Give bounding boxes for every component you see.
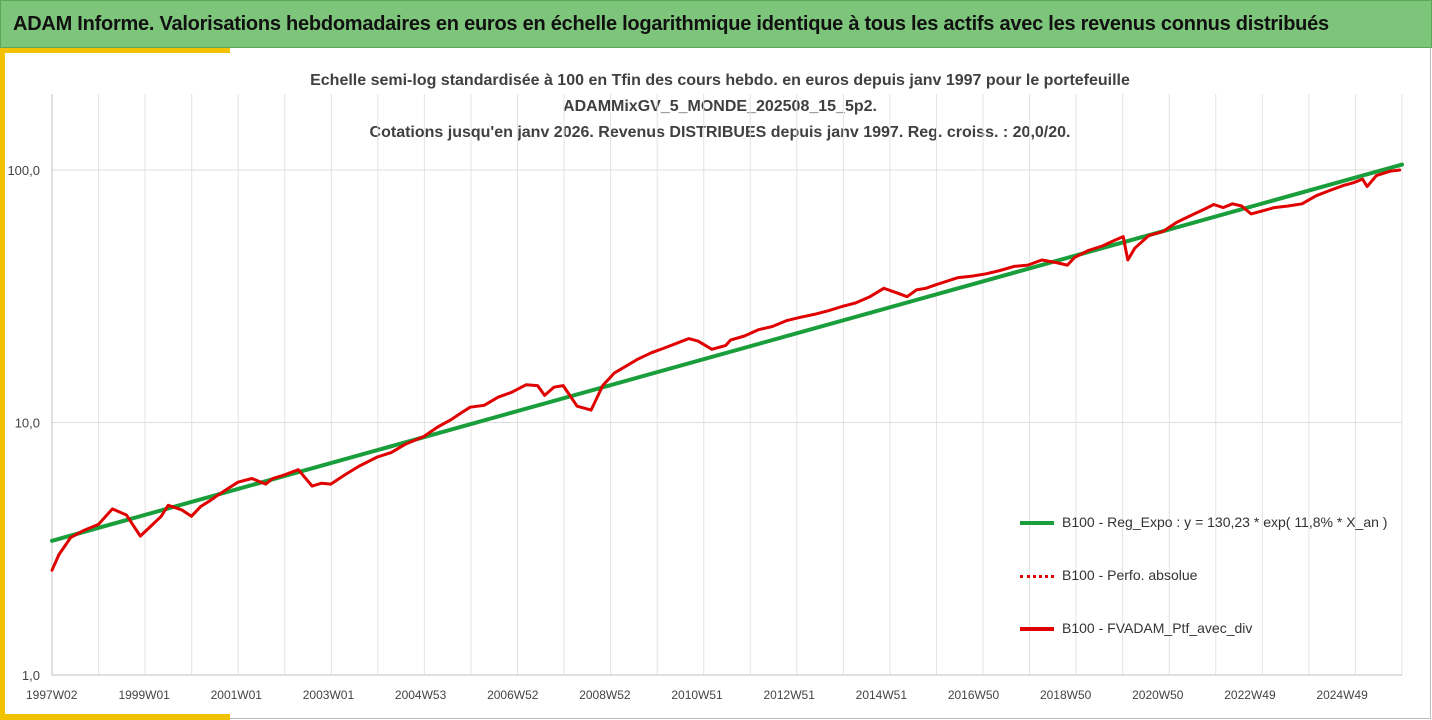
page-title: ADAM Informe. Valorisations hebdomadaire… — [13, 13, 1329, 35]
x-tick-label: 2018W50 — [1040, 688, 1092, 702]
series-line-2 — [50, 168, 1402, 572]
x-tick-label: 2008W52 — [579, 688, 631, 702]
chart-frame — [0, 48, 1431, 719]
legend-label: B100 - Reg_Expo : y = 130,23 * exp( 11,8… — [1062, 514, 1388, 530]
x-tick-label: 2020W50 — [1132, 688, 1184, 702]
y-tick-label: 100,0 — [7, 163, 40, 178]
x-tick-label: 2016W50 — [948, 688, 1000, 702]
chart-title-line-3: Cotations jusqu'en janv 2026. Revenus DI… — [369, 124, 1071, 141]
x-tick-label: 2022W49 — [1224, 688, 1276, 702]
x-tick-label: 2010W51 — [671, 688, 723, 702]
x-tick-label: 2001W01 — [211, 688, 263, 702]
accent-bar-top — [0, 48, 230, 53]
accent-bar-left — [0, 48, 5, 720]
x-tick-label: 1999W01 — [118, 688, 170, 702]
legend-swatch-red-line — [1020, 627, 1054, 632]
legend-swatch-green-line — [1020, 521, 1054, 526]
legend-item-portfolio: B100 - FVADAM_Ptf_avec_div — [1020, 620, 1252, 636]
legend-label: B100 - Perfo. absolue — [1062, 567, 1198, 583]
x-tick-label: 2003W01 — [303, 688, 355, 702]
y-tick-label: 1,0 — [22, 668, 40, 683]
legend-swatch-dotted-red-line — [1020, 574, 1054, 578]
x-tick-label: 2004W53 — [395, 688, 447, 702]
x-tick-label: 1997W02 — [26, 688, 78, 702]
x-tick-label: 2014W51 — [856, 688, 908, 702]
accent-bar-bottom — [0, 714, 230, 720]
series-line-0 — [50, 162, 1404, 543]
legend-item-regression: B100 - Reg_Expo : y = 130,23 * exp( 11,8… — [1020, 514, 1387, 530]
chart-title-line-1: Echelle semi-log standardisée à 100 en T… — [310, 72, 1130, 89]
x-tick-label: 2024W49 — [1316, 688, 1368, 702]
legend-item-perfo: B100 - Perfo. absolue — [1020, 567, 1197, 583]
header-bar: ADAM Informe. Valorisations hebdomadaire… — [0, 0, 1432, 48]
x-tick-label: 2012W51 — [764, 688, 816, 702]
chart-title-line-2: ADAMMixGV_5_MONDE_202508_15_5p2. — [563, 98, 877, 115]
legend-label: B100 - FVADAM_Ptf_avec_div — [1062, 620, 1253, 636]
y-tick-label: 10,0 — [15, 416, 40, 431]
x-tick-label: 2006W52 — [487, 688, 539, 702]
